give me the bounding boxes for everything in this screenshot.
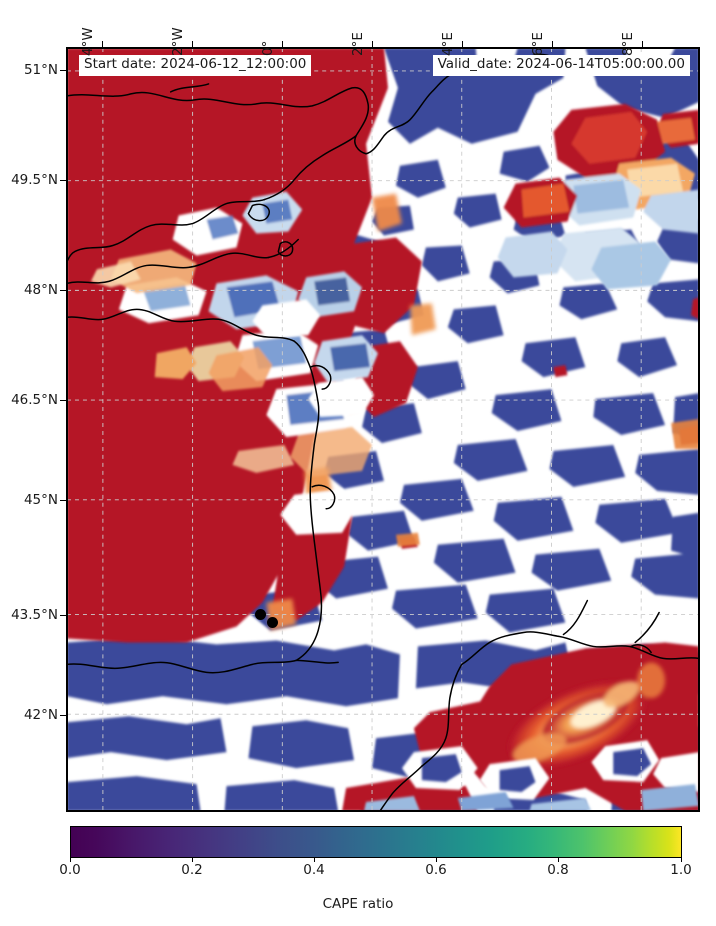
ytick-label-45n: 45°N bbox=[23, 492, 58, 508]
station-marker-1 bbox=[255, 609, 266, 620]
colorbar-tick bbox=[681, 858, 682, 862]
xtick-label-2w: 2°W bbox=[170, 27, 186, 56]
ytick-mark bbox=[60, 615, 66, 616]
valid-date-label: Valid_date: 2024-06-14T05:00:00.00 bbox=[432, 55, 690, 76]
xtick-label-0: 0° bbox=[260, 40, 276, 56]
colorbar-ticklabel-3: 0.6 bbox=[425, 862, 447, 878]
ytick-label-48n: 48°N bbox=[23, 282, 58, 298]
xtick-label-4w: 4°W bbox=[80, 27, 96, 56]
ytick-mark bbox=[60, 180, 66, 181]
ytick-label-51n: 51°N bbox=[23, 62, 58, 78]
colorbar-title: CAPE ratio bbox=[322, 896, 394, 912]
ytick-mark bbox=[60, 290, 66, 291]
xtick-label-6e: 6°E bbox=[530, 32, 546, 56]
xtick-mark bbox=[462, 41, 463, 47]
ytick-label-42n: 42°N bbox=[23, 707, 58, 723]
colorbar-ticklabel-2: 0.4 bbox=[303, 862, 325, 878]
colorbar-ticklabel-0: 0.0 bbox=[59, 862, 81, 878]
ytick-mark bbox=[60, 400, 66, 401]
xtick-mark bbox=[192, 41, 193, 47]
colorbar-ticklabel-1: 0.2 bbox=[181, 862, 203, 878]
ytick-label-49-5n: 49.5°N bbox=[11, 172, 58, 188]
ytick-mark bbox=[60, 70, 66, 71]
cape-ratio-heatmap bbox=[67, 48, 699, 811]
colorbar[interactable] bbox=[70, 826, 682, 858]
colorbar-tick bbox=[314, 858, 315, 862]
map-axes[interactable]: Start date: 2024-06-12_12:00:00 Valid_da… bbox=[66, 47, 700, 812]
xtick-label-2e: 2°E bbox=[350, 32, 366, 56]
colorbar-tick bbox=[70, 858, 71, 862]
ytick-mark bbox=[60, 500, 66, 501]
ytick-mark bbox=[60, 715, 66, 716]
colorbar-tick bbox=[436, 858, 437, 862]
colorbar-ticklabel-4: 0.8 bbox=[547, 862, 569, 878]
colorbar-tick bbox=[558, 858, 559, 862]
xtick-label-8e: 8°E bbox=[620, 32, 636, 56]
xtick-label-4e: 4°E bbox=[440, 32, 456, 56]
colorbar-tick bbox=[192, 858, 193, 862]
xtick-mark bbox=[642, 41, 643, 47]
xtick-mark bbox=[282, 41, 283, 47]
ytick-label-46-5n: 46.5°N bbox=[11, 392, 58, 408]
start-date-label: Start date: 2024-06-12_12:00:00 bbox=[79, 55, 312, 76]
xtick-mark bbox=[372, 41, 373, 47]
xtick-mark bbox=[102, 41, 103, 47]
station-marker-2 bbox=[267, 617, 278, 628]
xtick-mark bbox=[552, 41, 553, 47]
colorbar-ticklabel-5: 1.0 bbox=[670, 862, 692, 878]
ytick-label-43-5n: 43.5°N bbox=[11, 607, 58, 623]
